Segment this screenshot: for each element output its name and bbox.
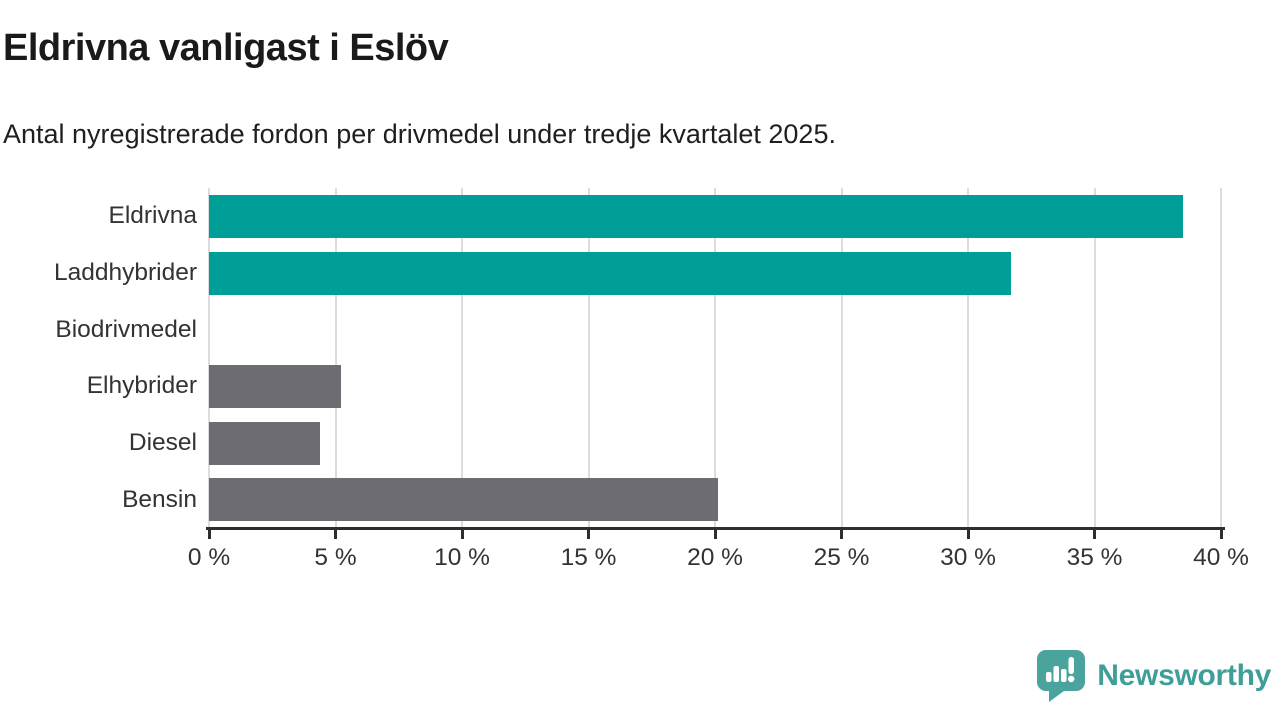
x-tick-mark-10 <box>460 530 464 539</box>
chart-title: Eldrivna vanligast i Eslöv <box>3 27 449 69</box>
x-tick-label-0: 0 % <box>187 544 231 571</box>
x-tick-label-5: 5 % <box>314 544 357 571</box>
x-axis: 0 % 5 % 10 % 15 % 20 % 25 % 30 % 35 % 40 % <box>188 527 1249 587</box>
x-tick-mark-20 <box>713 530 717 539</box>
x-tick-label-15: 15 % <box>560 544 617 571</box>
x-tick-label-20: 20 % <box>687 544 743 571</box>
x-axis-line <box>206 527 1225 530</box>
x-tick-mark-30 <box>966 530 970 539</box>
x-tick-label-40: 40 % <box>1193 544 1249 571</box>
newsworthy-logo-icon <box>1037 650 1086 702</box>
gridline-15 <box>587 188 590 528</box>
x-tick-mark-35 <box>1093 530 1096 539</box>
x-tick-label-30: 30 % <box>940 544 996 571</box>
x-tick-label-10: 10 % <box>434 544 490 571</box>
gridline-10 <box>461 188 463 528</box>
bar-eldrivna <box>209 194 1184 238</box>
plot-area <box>208 188 1222 528</box>
bar-bensin <box>209 478 718 522</box>
gridline-30 <box>967 188 969 528</box>
gridline-40 <box>1220 188 1222 528</box>
gridline-0 <box>208 188 210 528</box>
newsworthy-wordmark: Newsworthy <box>1097 658 1271 692</box>
category-label-eldrivna: Eldrivna <box>108 202 197 230</box>
x-tick-label-25: 25 % <box>813 544 870 571</box>
bar-laddhybrider <box>209 251 1011 295</box>
gridline-35 <box>1093 188 1096 528</box>
x-tick-mark-25 <box>840 530 843 539</box>
x-tick-mark-40 <box>1219 530 1223 539</box>
category-label-elhybrider: Elhybrider <box>86 372 197 400</box>
x-tick-mark-5 <box>334 530 337 539</box>
category-label-bensin: Bensin <box>122 485 197 513</box>
x-tick-label-35: 35 % <box>1066 544 1123 571</box>
bar-diesel <box>209 421 321 465</box>
bar-elhybrider <box>209 364 341 408</box>
x-tick-mark-0 <box>207 530 211 539</box>
gridline-5 <box>334 188 337 528</box>
chart-subtitle: Antal nyregistrerade fordon per drivmede… <box>3 119 836 149</box>
category-label-laddhybrider: Laddhybrider <box>53 259 197 286</box>
gridline-25 <box>840 188 843 528</box>
x-tick-mark-15 <box>587 530 590 539</box>
category-label-biodrivmedel: Biodrivmedel <box>55 315 197 343</box>
category-label-diesel: Diesel <box>128 429 197 457</box>
gridline-20 <box>714 188 716 528</box>
newsworthy-logo: Newsworthy <box>1036 649 1271 702</box>
y-axis-labels: Eldrivna Laddhybrider Biodrivmedel Elhybrid… <box>0 188 197 528</box>
